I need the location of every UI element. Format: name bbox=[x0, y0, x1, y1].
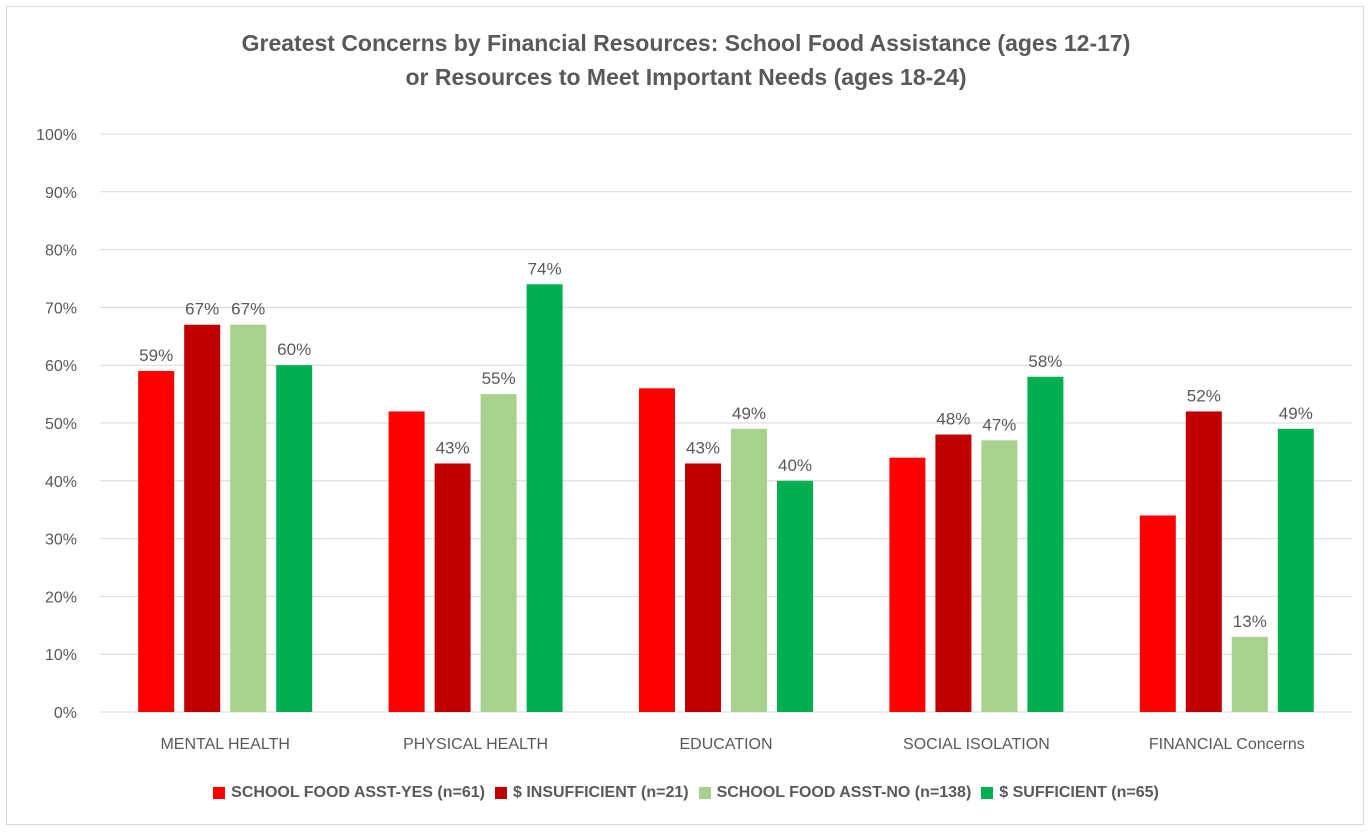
data-label: 43% bbox=[686, 438, 720, 457]
y-tick-label: 90% bbox=[45, 185, 77, 202]
y-tick-label: 70% bbox=[45, 300, 77, 317]
legend-label: SCHOOL FOOD ASST-NO (n=138) bbox=[716, 784, 972, 801]
bar bbox=[1231, 636, 1268, 712]
bar bbox=[731, 428, 767, 712]
bar bbox=[777, 480, 813, 712]
y-tick-label: 0% bbox=[54, 705, 77, 722]
data-label: 74% bbox=[528, 259, 562, 278]
bar bbox=[480, 394, 517, 712]
legend-item: SCHOOL FOOD ASST-NO (n=138) bbox=[698, 784, 972, 802]
legend-label: SCHOOL FOOD ASST-YES (n=61) bbox=[231, 784, 485, 801]
y-tick-label: 60% bbox=[45, 358, 77, 375]
x-category-label: EDUCATION bbox=[679, 736, 772, 753]
y-tick-label: 20% bbox=[45, 589, 77, 606]
legend-swatch bbox=[698, 787, 711, 799]
bar bbox=[1185, 411, 1222, 712]
y-tick-label: 100% bbox=[36, 127, 77, 144]
bar bbox=[138, 370, 175, 712]
data-label: 43% bbox=[436, 438, 470, 457]
x-category-label: SOCIAL ISOLATION bbox=[903, 736, 1050, 753]
data-label: 13% bbox=[1233, 612, 1267, 631]
bar bbox=[935, 434, 972, 712]
data-label: 52% bbox=[1187, 386, 1221, 405]
data-label: 60% bbox=[277, 340, 311, 359]
bar bbox=[1139, 515, 1176, 712]
bar bbox=[981, 440, 1018, 712]
y-tick-label: 50% bbox=[45, 416, 77, 433]
legend-swatch bbox=[494, 787, 507, 799]
bar bbox=[1027, 376, 1064, 712]
legend-item: $ INSUFFICIENT (n=21) bbox=[494, 784, 689, 802]
x-category-label: MENTAL HEALTH bbox=[160, 736, 290, 753]
data-label: 67% bbox=[185, 300, 219, 319]
bar bbox=[434, 463, 471, 712]
bar bbox=[889, 457, 926, 712]
bar bbox=[276, 365, 313, 712]
legend-label: $ SUFFICIENT (n=65) bbox=[999, 784, 1159, 801]
x-category-label: FINANCIAL Concerns bbox=[1149, 736, 1305, 753]
chart-legend: SCHOOL FOOD ASST-YES (n=61) $ INSUFFICIEN… bbox=[0, 784, 1372, 802]
bar bbox=[526, 284, 563, 712]
bar bbox=[230, 324, 267, 712]
data-label: 49% bbox=[732, 404, 766, 423]
data-label: 67% bbox=[231, 300, 265, 319]
data-label: 55% bbox=[482, 369, 516, 388]
legend-swatch bbox=[213, 787, 226, 799]
bar bbox=[1277, 428, 1314, 712]
y-tick-label: 80% bbox=[45, 243, 77, 260]
bar bbox=[639, 388, 675, 712]
x-category-label: PHYSICAL HEALTH bbox=[403, 736, 548, 753]
data-label: 59% bbox=[139, 346, 173, 365]
bar bbox=[685, 463, 721, 712]
bar bbox=[388, 411, 425, 712]
data-label: 58% bbox=[1028, 352, 1062, 371]
legend-item: $ SUFFICIENT (n=65) bbox=[981, 784, 1159, 802]
chart-title-line-2: or Resources to Meet Important Needs (ag… bbox=[405, 64, 967, 90]
bar bbox=[184, 324, 221, 712]
data-label: 40% bbox=[778, 456, 812, 475]
y-tick-label: 40% bbox=[45, 474, 77, 491]
chart-title: Greatest Concerns by Financial Resources… bbox=[0, 26, 1372, 94]
data-label: 49% bbox=[1279, 404, 1313, 423]
chart-title-line-1: Greatest Concerns by Financial Resources… bbox=[241, 30, 1131, 56]
legend-label: $ INSUFFICIENT (n=21) bbox=[512, 784, 689, 801]
data-label: 47% bbox=[982, 415, 1016, 434]
legend-swatch bbox=[981, 787, 994, 799]
legend-item: SCHOOL FOOD ASST-YES (n=61) bbox=[213, 784, 485, 802]
data-label: 48% bbox=[936, 410, 970, 429]
y-tick-label: 10% bbox=[45, 647, 77, 664]
y-tick-label: 30% bbox=[45, 532, 77, 549]
